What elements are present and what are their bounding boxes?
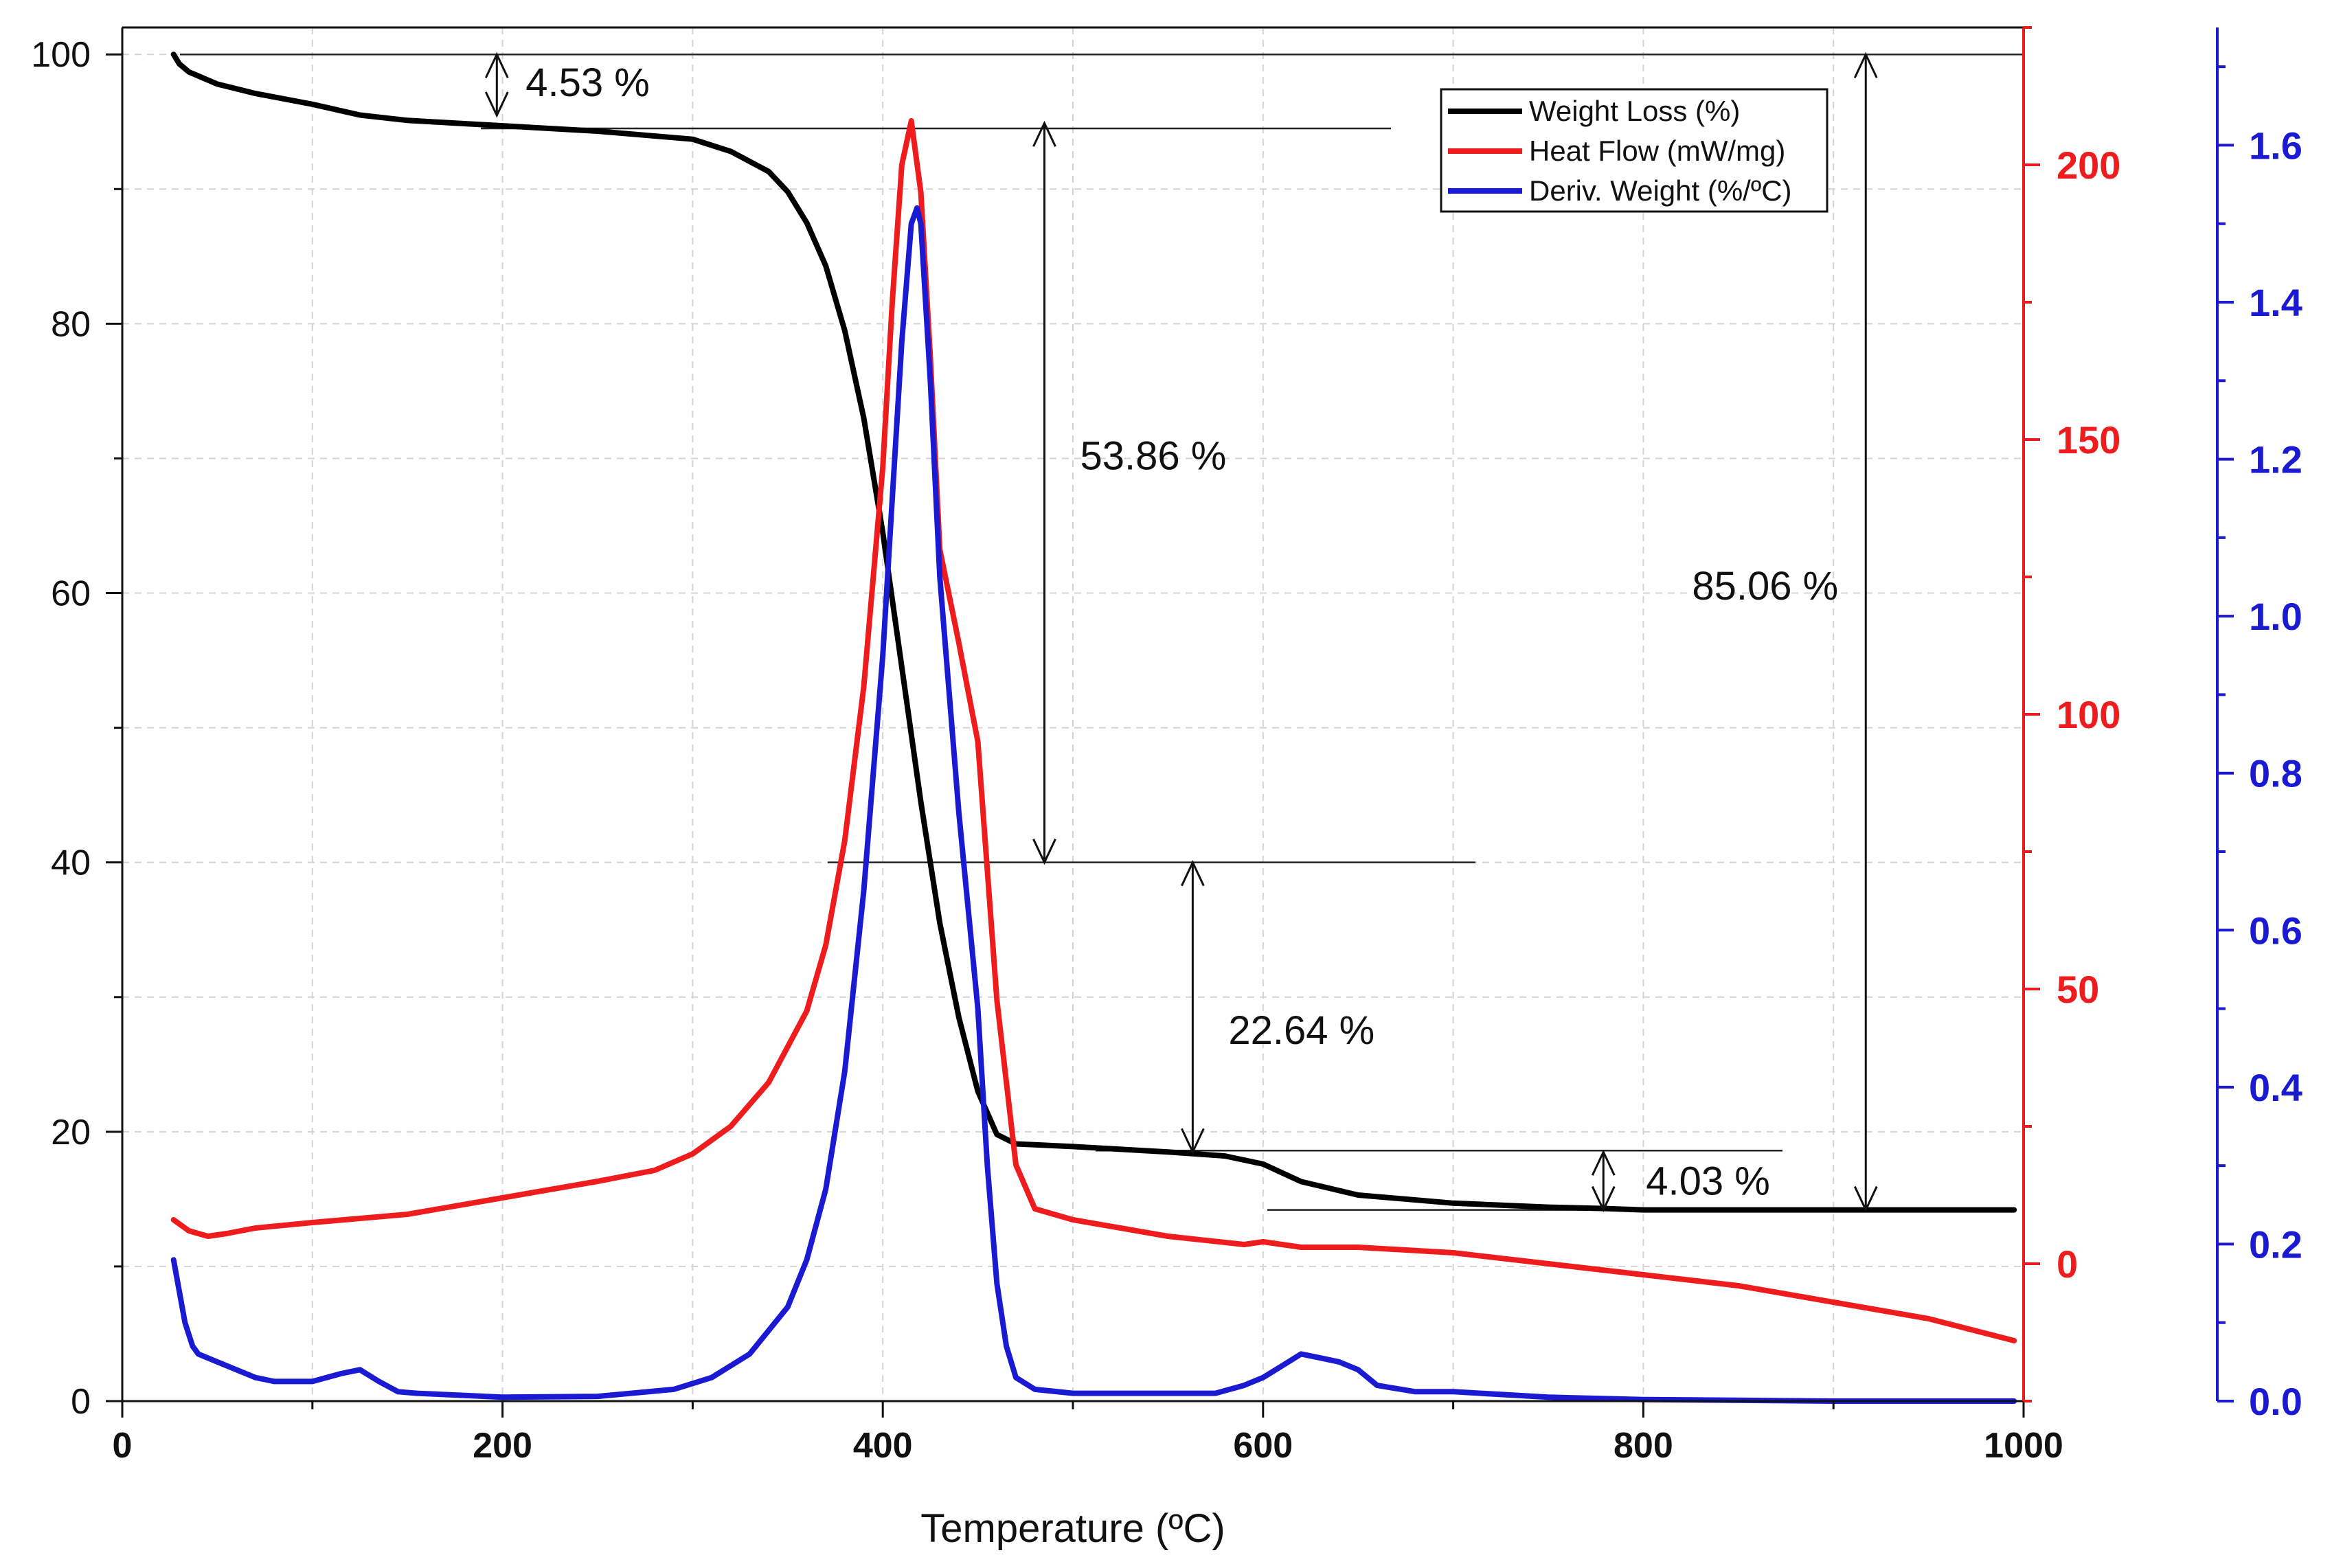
arrow-head	[1032, 839, 1056, 865]
x-tick-label: 800	[1614, 1426, 1673, 1466]
x-tick-label: 400	[853, 1426, 913, 1466]
legend: Weight Loss (%) Heat Flow (mW/mg) Deriv. W…	[1440, 88, 1829, 213]
blue-tick-label: 1.0	[2249, 595, 2302, 638]
arrow-head	[1591, 1185, 1616, 1213]
arrow-head	[1853, 1185, 1878, 1213]
annotations: 4.53 % 53.86 % 22.64 % 4.03 % 85.06 %	[484, 52, 1878, 1213]
left-tick-label: 40	[51, 843, 91, 883]
blue-tick-label: 0.0	[2249, 1380, 2302, 1423]
axes: 0 200 400 600 800 100002040608010005010015020…	[31, 26, 2302, 1466]
legend-label: Heat Flow (mW/mg)	[1529, 135, 1785, 167]
blue-tick-label: 1.2	[2249, 438, 2302, 481]
arrow-head	[484, 52, 509, 78]
annotation-label: 4.03 %	[1646, 1159, 1770, 1203]
red-tick-label: 150	[2057, 418, 2120, 462]
annotation-label: 85.06 %	[1692, 564, 1838, 609]
red-tick-label: 50	[2057, 968, 2099, 1011]
legend-label: Weight Loss (%)	[1529, 95, 1740, 127]
blue-tick-label: 0.4	[2249, 1066, 2302, 1109]
arrow-head	[1032, 120, 1056, 147]
left-tick-label: 0	[71, 1382, 91, 1422]
blue-tick-label: 0.6	[2249, 909, 2302, 952]
annotation-label: 4.53 %	[525, 60, 650, 105]
arrow-head	[1181, 1128, 1205, 1155]
red-tick-label: 100	[2057, 693, 2120, 736]
blue-tick-label: 0.8	[2249, 752, 2302, 795]
x-tick-label: 600	[1233, 1426, 1293, 1466]
blue-tick-label: 1.4	[2249, 281, 2302, 324]
x-tick-label: 0	[113, 1426, 133, 1466]
arrow-head	[1853, 52, 1878, 78]
x-tick-label: 200	[473, 1426, 532, 1466]
blue-tick-label: 1.6	[2249, 124, 2302, 167]
series-line-heat-flow	[170, 118, 2017, 1343]
left-tick-label: 100	[31, 35, 91, 75]
left-tick-label: 60	[51, 574, 91, 614]
x-axis-label: Temperature (ºC)	[920, 1506, 1225, 1551]
arrow-head	[1591, 1149, 1616, 1176]
left-tick-label: 20	[51, 1113, 91, 1152]
annotation-label: 53.86 %	[1080, 434, 1226, 479]
arrow-head	[484, 91, 509, 118]
series-line-weight-loss	[170, 52, 2017, 1213]
x-tick-label: 1000	[1984, 1426, 2063, 1466]
series-lines	[170, 52, 2017, 1404]
arrow-head	[1181, 860, 1205, 887]
annotation-label: 22.64 %	[1228, 1008, 1374, 1053]
red-tick-label: 0	[2057, 1242, 2078, 1286]
left-tick-label: 80	[51, 304, 91, 344]
blue-tick-label: 0.2	[2249, 1223, 2302, 1266]
legend-label: Deriv. Weight (%/ºC)	[1529, 174, 1792, 207]
red-tick-label: 200	[2057, 144, 2120, 187]
series-line-deriv-weight	[170, 205, 2017, 1404]
reference-lines	[180, 53, 2024, 1211]
